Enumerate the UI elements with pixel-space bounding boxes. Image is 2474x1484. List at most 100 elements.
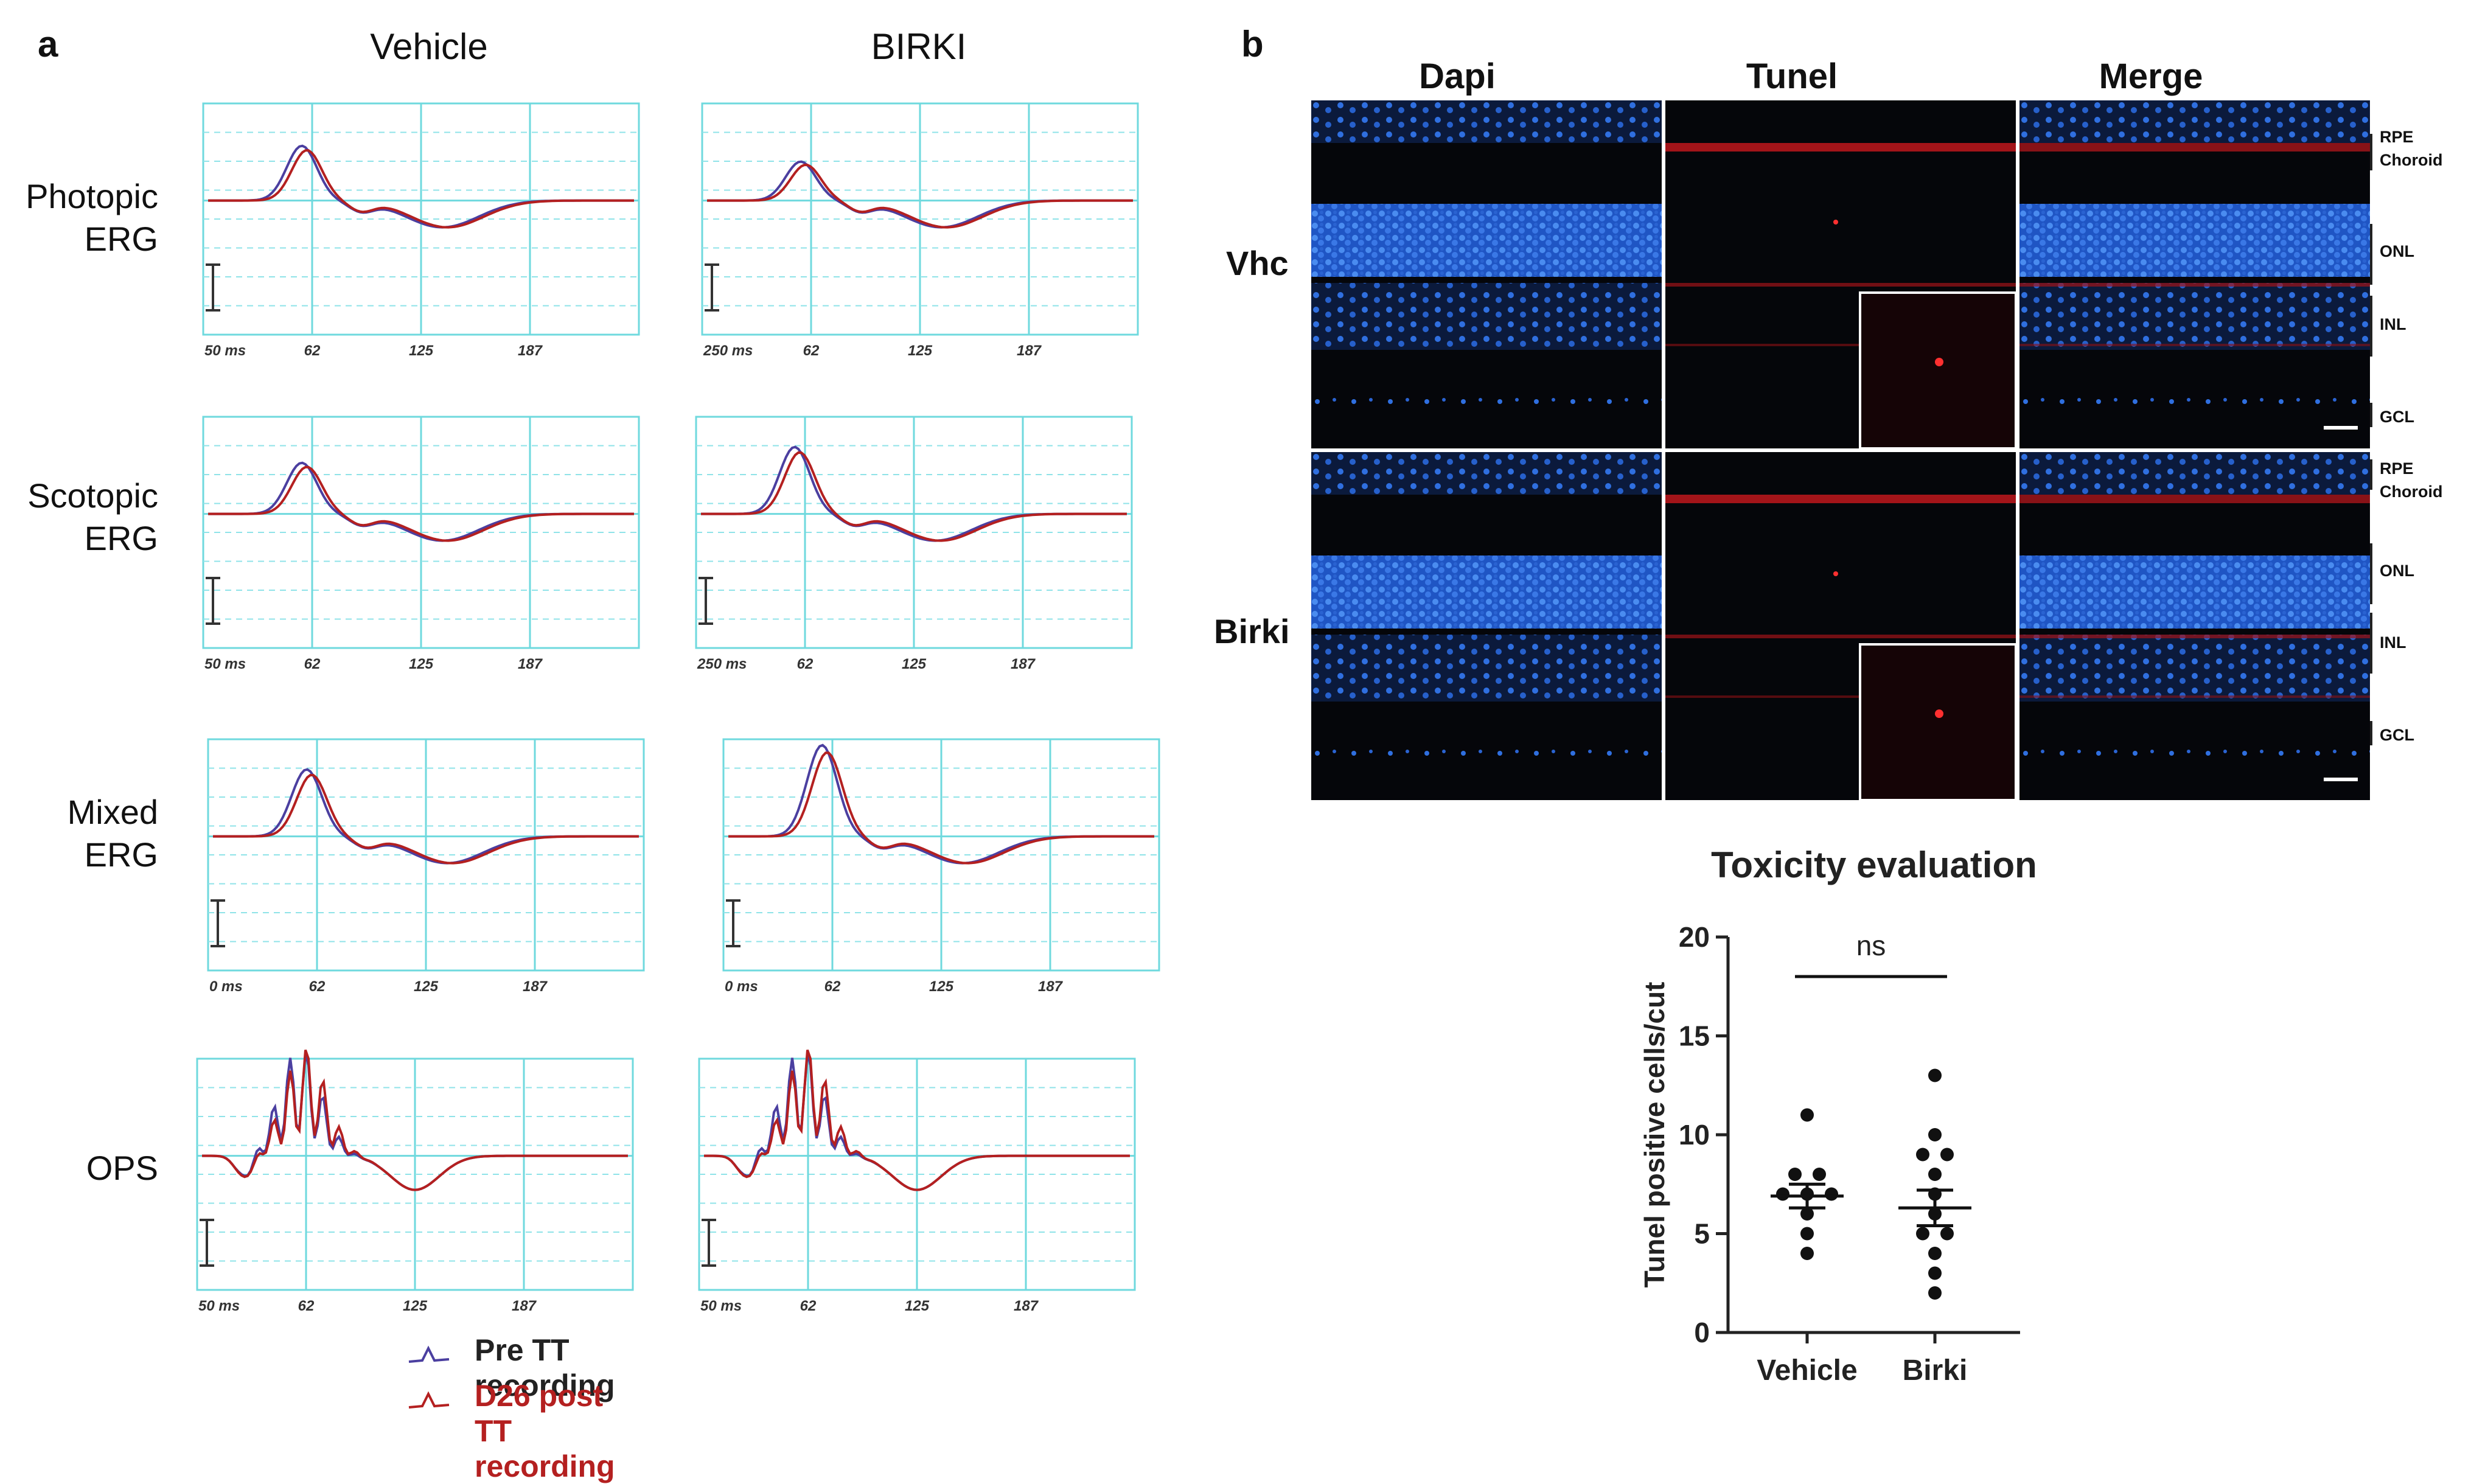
erg-tick-label: 62 bbox=[800, 1298, 817, 1314]
layer-label-choroid: Choroid bbox=[2380, 482, 2443, 501]
erg-trace-post bbox=[704, 1050, 1130, 1191]
layer-bracket bbox=[2370, 543, 2372, 604]
micrograph-tunel-vhc bbox=[1665, 100, 2017, 450]
erg-trace-post bbox=[728, 751, 1154, 865]
tunel-band bbox=[1665, 635, 2016, 638]
layer-labels-vhc: RPE Choroid ONL INL GCL bbox=[2370, 122, 2467, 438]
layer-bracket bbox=[2370, 134, 2372, 170]
layer-label-rpe: RPE bbox=[2380, 128, 2414, 146]
layer-inl bbox=[2019, 283, 2370, 350]
chart-x-tick-label: Birki bbox=[1903, 1354, 1968, 1387]
erg-tick-label: 187 bbox=[518, 343, 543, 359]
layer-label-choroid: Choroid bbox=[2380, 151, 2443, 169]
row-label-line: Mixed bbox=[67, 793, 158, 831]
erg-tick-label: 62 bbox=[309, 978, 326, 995]
layer-onl bbox=[2019, 556, 2370, 629]
erg-tick-label: 0 ms bbox=[725, 978, 758, 995]
erg-plot-mixed-birki: 0 ms 62 125 187 bbox=[709, 727, 1171, 1007]
erg-tick-label: 0 ms bbox=[209, 978, 243, 995]
chart-data-point bbox=[1800, 1108, 1814, 1122]
layer-bracket bbox=[2370, 403, 2372, 427]
layer-bracket bbox=[2370, 459, 2372, 490]
tunel-positive-cell bbox=[1935, 709, 1943, 718]
layer-gcl bbox=[1311, 738, 1662, 760]
erg-tick-label: 187 bbox=[1038, 978, 1064, 995]
row-label-photopic-erg: Photopic ERG bbox=[0, 175, 158, 260]
erg-tick-label: 250 ms bbox=[697, 656, 747, 672]
erg-tick-label: 125 bbox=[929, 978, 954, 995]
erg-trace-post bbox=[208, 465, 634, 542]
chart-y-tick-label: 0 bbox=[1694, 1317, 1710, 1348]
chart-y-tick-label: 20 bbox=[1679, 921, 1710, 953]
row-label-scotopic-erg: Scotopic ERG bbox=[0, 475, 158, 560]
layer-inl bbox=[1311, 635, 1662, 702]
layer-gcl bbox=[2019, 738, 2370, 760]
chart-data-point bbox=[1916, 1148, 1929, 1162]
chart-data-point bbox=[1940, 1227, 1954, 1241]
micrograph-tiles bbox=[1311, 100, 2370, 801]
tunel-band bbox=[2019, 143, 2370, 152]
erg-tick-label: 187 bbox=[1014, 1298, 1039, 1314]
erg-tick-label: 125 bbox=[908, 343, 933, 359]
erg-tick-label: 50 ms bbox=[198, 1298, 240, 1314]
erg-plot-svg: 0 ms 62 125 187 bbox=[722, 738, 1160, 995]
tunel-band bbox=[1665, 344, 2016, 346]
tunel-band bbox=[2019, 344, 2370, 346]
chart-data-point bbox=[1928, 1286, 1942, 1300]
erg-plot-ops-vehicle: 50 ms 62 125 187 bbox=[183, 1047, 645, 1326]
erg-plot-scotopic-birki: 250 ms 62 125 187 bbox=[681, 405, 1144, 685]
micrograph-merge-birki bbox=[2019, 452, 2370, 800]
row-label-line: ERG bbox=[84, 835, 158, 874]
micrograph-dapi-vhc bbox=[1311, 100, 1662, 448]
chart-data-point bbox=[1813, 1168, 1826, 1181]
chart-significance-label: ns bbox=[1856, 930, 1886, 961]
layer-bracket bbox=[2370, 613, 2372, 674]
scale-bar bbox=[2324, 778, 2358, 781]
tunel-band bbox=[2019, 495, 2370, 503]
layer-bracket bbox=[2370, 296, 2372, 357]
erg-tick-label: 50 ms bbox=[204, 343, 246, 359]
tunel-inset bbox=[1859, 643, 2017, 801]
legend-label-post: D26 post TT recording bbox=[475, 1379, 615, 1483]
chart-y-tick-label: 15 bbox=[1679, 1020, 1710, 1052]
layer-rpe bbox=[2019, 100, 2370, 143]
chart-x-tick-label: Vehicle bbox=[1757, 1354, 1857, 1387]
chart-data-point bbox=[1928, 1266, 1942, 1280]
erg-plot-svg: 50 ms 62 125 187 bbox=[698, 1050, 1136, 1314]
erg-plot-svg: 250 ms 62 125 187 bbox=[695, 416, 1133, 672]
layer-gcl bbox=[1311, 386, 1662, 408]
erg-plot-svg: 250 ms 62 125 187 bbox=[701, 102, 1139, 359]
row-label-line: ERG bbox=[84, 519, 158, 557]
layer-rpe bbox=[1311, 100, 1662, 143]
chart-data-point bbox=[1928, 1128, 1942, 1141]
chart-plot-area: 0 5 10 15 20 Tunel positive cells/cut Vehicle B… bbox=[1639, 921, 2020, 1387]
row-label-line: Photopic bbox=[26, 177, 158, 215]
chart-data-point bbox=[1928, 1068, 1942, 1082]
toxicity-chart: Toxicity evaluation 0 5 10 15 20 Tunel positi… bbox=[1639, 845, 2037, 1387]
row-label-mixed-erg: Mixed ERG bbox=[0, 791, 158, 876]
erg-trace-post bbox=[208, 149, 634, 229]
erg-plot-photopic-birki: 250 ms 62 125 187 bbox=[688, 91, 1150, 371]
erg-tick-label: 250 ms bbox=[703, 343, 753, 359]
erg-tick-label: 187 bbox=[1017, 343, 1042, 359]
tunel-band bbox=[2019, 635, 2370, 638]
layer-label-rpe: RPE bbox=[2380, 459, 2414, 478]
layer-gcl bbox=[2019, 386, 2370, 408]
erg-plot-svg: 50 ms 62 125 187 bbox=[196, 1050, 634, 1314]
layer-inl bbox=[2019, 635, 2370, 702]
chart-data-point bbox=[1788, 1168, 1802, 1181]
micrograph-merge-vhc bbox=[2019, 100, 2370, 448]
tunel-band bbox=[1665, 495, 2016, 503]
tunel-band bbox=[1665, 695, 2016, 698]
layer-onl bbox=[2019, 204, 2370, 277]
erg-plot-svg: 0 ms 62 125 187 bbox=[207, 738, 645, 995]
chart-data-point bbox=[1800, 1247, 1814, 1260]
chart-data-point bbox=[1916, 1227, 1929, 1241]
column-header-tunel: Tunel bbox=[1746, 57, 1838, 96]
row-label-line: OPS bbox=[86, 1149, 158, 1187]
erg-tick-label: 125 bbox=[905, 1298, 930, 1314]
legend-swatch-post bbox=[408, 1391, 450, 1409]
layer-rpe bbox=[1311, 452, 1662, 495]
layer-onl bbox=[1311, 204, 1662, 277]
erg-tick-label: 62 bbox=[304, 343, 321, 359]
